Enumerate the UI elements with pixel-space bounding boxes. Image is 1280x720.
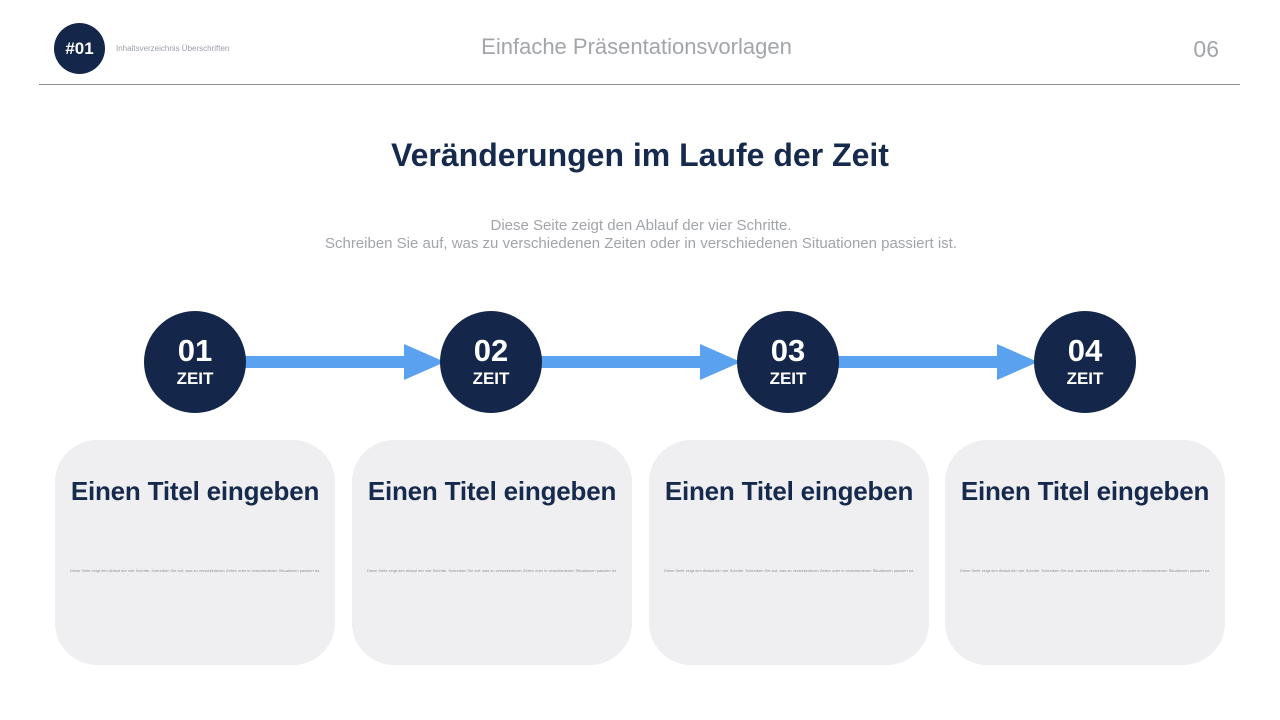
- arrow-right-icon: [240, 344, 445, 380]
- card-text[interactable]: Diese Seite zeigt den Ablauf der vier Sc…: [367, 568, 617, 573]
- section-badge: #01: [54, 23, 105, 74]
- card-title[interactable]: Einen Titel eingeben: [70, 476, 320, 506]
- step-label: ZEIT: [176, 368, 214, 388]
- step-card-2: Einen Titel eingeben Diese Seite zeigt d…: [352, 440, 632, 665]
- step-circle-3: 03 ZEIT: [737, 311, 839, 413]
- step-label: ZEIT: [769, 368, 807, 388]
- page-number: 06: [1193, 36, 1219, 62]
- header-divider: [39, 84, 1240, 85]
- subtitle-line-2: Schreiben Sie auf, was zu verschiedenen …: [324, 235, 958, 252]
- timeline-arrows: [240, 344, 1038, 380]
- card-text[interactable]: Diese Seite zeigt den Ablauf der vier Sc…: [664, 568, 914, 573]
- card-title[interactable]: Einen Titel eingeben: [664, 476, 914, 506]
- step-circle-2: 02 ZEIT: [440, 311, 542, 413]
- page-title: Veränderungen im Laufe der Zeit: [391, 137, 889, 173]
- card-text[interactable]: Diese Seite zeigt den Ablauf der vier Sc…: [70, 568, 320, 573]
- step-circle-4: 04 ZEIT: [1034, 311, 1136, 413]
- step-number: 01: [177, 332, 213, 368]
- step-number: 03: [770, 332, 806, 368]
- page-subtitle: Diese Seite zeigt den Ablauf der vier Sc…: [0, 217, 1280, 253]
- step-circle-1: 01 ZEIT: [144, 311, 246, 413]
- header-title: Einfache Präsentationsvorlagen: [481, 34, 792, 59]
- step-number: 04: [1067, 332, 1103, 368]
- subtitle-line-1: Diese Seite zeigt den Ablauf der vier Sc…: [490, 217, 792, 234]
- step-number: 02: [473, 332, 509, 368]
- arrow-right-icon: [536, 344, 741, 380]
- card-title[interactable]: Einen Titel eingeben: [367, 476, 617, 506]
- step-card-3: Einen Titel eingeben Diese Seite zeigt d…: [649, 440, 929, 665]
- arrow-right-icon: [833, 344, 1038, 380]
- step-card-4: Einen Titel eingeben Diese Seite zeigt d…: [945, 440, 1225, 665]
- section-label: Inhaltsverzeichnis Überschriften: [116, 44, 230, 53]
- card-text[interactable]: Diese Seite zeigt den Ablauf der vier Sc…: [960, 568, 1210, 573]
- step-label: ZEIT: [1066, 368, 1104, 388]
- step-card-1: Einen Titel eingeben Diese Seite zeigt d…: [55, 440, 335, 665]
- step-label: ZEIT: [472, 368, 510, 388]
- card-title[interactable]: Einen Titel eingeben: [960, 476, 1210, 506]
